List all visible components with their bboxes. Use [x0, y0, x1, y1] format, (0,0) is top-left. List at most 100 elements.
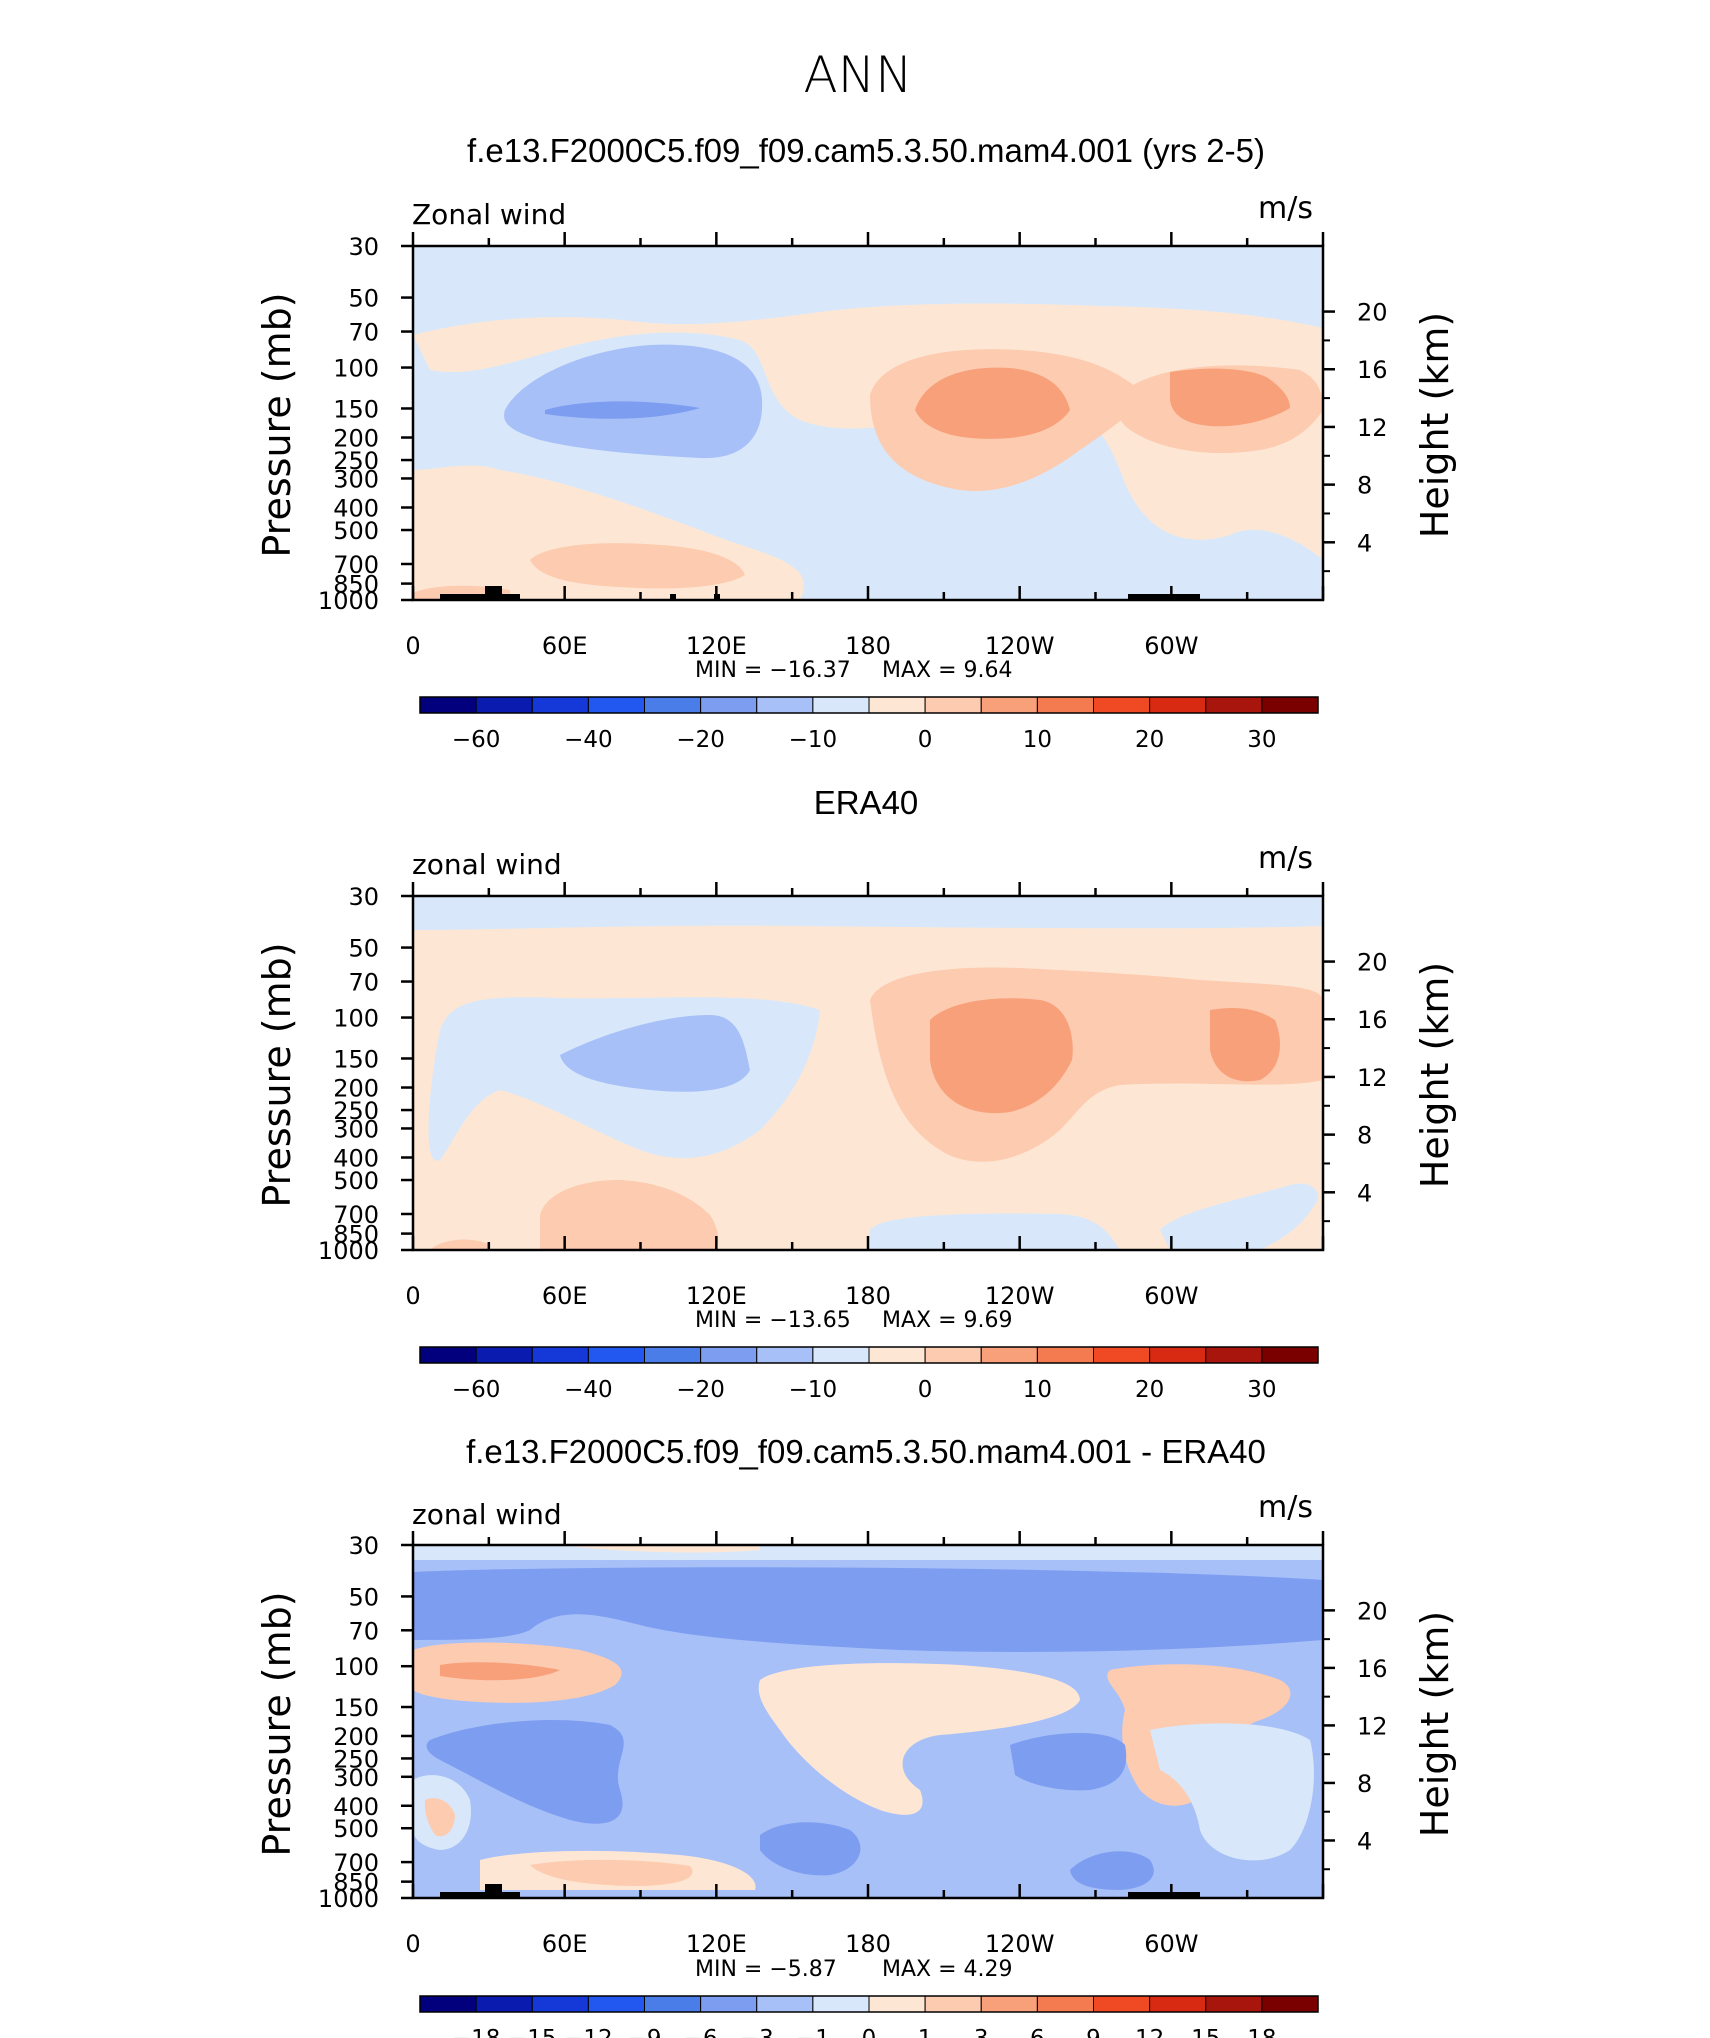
panel-3-contour-pos7	[530, 1859, 693, 1886]
panel-3-min-label: MIN = −5.87	[695, 1957, 837, 1982]
x-tick-label: 120E	[686, 1282, 747, 1310]
panel-2-contour-neg0	[413, 896, 1323, 930]
colorbar-swatch	[700, 696, 758, 714]
panel-2-units: m/s	[1258, 841, 1313, 876]
panel-1-ylabel-left: Pressure (mb)	[255, 292, 299, 557]
x-tick-label: 60E	[542, 1930, 588, 1958]
colorbar-swatch	[868, 1346, 926, 1364]
colorbar-swatch	[812, 1346, 870, 1364]
y-tick-label: 100	[333, 355, 379, 383]
panel-3-variable: zonal wind	[412, 1498, 562, 1531]
y-tick-label: 1000	[318, 1885, 379, 1913]
colorbar-swatch	[644, 1346, 702, 1364]
colorbar-swatch	[924, 1346, 982, 1364]
y-tick-label: 500	[333, 1167, 379, 1195]
panel-2-field	[413, 896, 1323, 1250]
y-tick-label: 300	[333, 1115, 379, 1143]
colorbar-swatch	[924, 696, 982, 714]
colorbar-label: 12	[1135, 2026, 1164, 2038]
panel-1-contour-pos6	[1170, 368, 1290, 427]
colorbar-swatch	[812, 696, 870, 714]
colorbar-label: 10	[1023, 1377, 1052, 1403]
y-tick-label: 150	[333, 1694, 379, 1722]
y-tick-label: 250	[333, 1745, 379, 1773]
panel-2-contour-neg4	[1160, 1183, 1319, 1250]
y-tick-label: 200	[333, 1075, 379, 1103]
y-tick-label: 250	[333, 447, 379, 475]
panel-1: f.e13.F2000C5.f09_f09.cam5.3.50.mam4.001…	[255, 132, 1457, 753]
x-tick-label: 180	[845, 1282, 891, 1310]
panel-2-ylabel-left: Pressure (mb)	[255, 942, 299, 1207]
y-tick-label: 100	[333, 1005, 379, 1033]
y-tick-label: 50	[348, 285, 379, 313]
colorbar-label: 3	[974, 2026, 989, 2038]
y-tick-label: 200	[333, 425, 379, 453]
y-tick-label: 400	[333, 1793, 379, 1821]
colorbar-swatch	[1093, 1995, 1151, 2013]
panel-2-x-axis: 0 60E 120E 180 120W 60W	[405, 882, 1325, 1310]
panel-1-colorbar: −60 −40 −20 −10 0 10 20 30	[419, 696, 1319, 753]
panel-3-colorbar: −18 −15 −12 −9 −6 −3 −1 0 1 3 6 9 12 15 18	[419, 1995, 1319, 2038]
panel-3-contour-pos2	[440, 1662, 560, 1681]
colorbar-swatch	[531, 1346, 589, 1364]
y-right-tick-label: 16	[1357, 356, 1388, 384]
x-tick-label: 0	[405, 1282, 420, 1310]
panel-3-contour-pos5	[424, 1798, 455, 1837]
y-tick-label: 70	[348, 1617, 379, 1645]
panel-1-variable: Zonal wind	[412, 198, 566, 231]
colorbar-swatch	[644, 696, 702, 714]
y-tick-label: 30	[348, 883, 379, 911]
panel-2-contour-pos5	[430, 1239, 490, 1250]
y-tick-label: 200	[333, 1723, 379, 1751]
colorbar-swatch	[812, 1995, 870, 2013]
y-right-tick-label: 4	[1357, 1179, 1372, 1207]
y-right-tick-label: 20	[1357, 949, 1388, 977]
colorbar-swatch	[475, 1995, 533, 2013]
x-tick-label: 0	[405, 1930, 420, 1958]
y-tick-label: 300	[333, 1764, 379, 1792]
x-tick-label: 60W	[1144, 632, 1198, 660]
colorbar-swatch	[587, 1995, 645, 2013]
panel-1-topography	[440, 586, 520, 600]
colorbar-swatch	[1036, 696, 1094, 714]
panel-3-max-label: MAX = 4.29	[882, 1957, 1013, 1982]
colorbar-label: −40	[564, 727, 613, 753]
y-right-tick-label: 8	[1357, 472, 1372, 500]
panel-2-contour-pos4	[540, 1180, 719, 1250]
panel-1-field	[413, 246, 1323, 600]
panel-1-ylabel-right: Height (km)	[1413, 312, 1457, 538]
colorbar-swatch	[1093, 696, 1151, 714]
y-right-tick-label: 20	[1357, 299, 1388, 327]
y-tick-label: 500	[333, 1815, 379, 1843]
panel-2-max-label: MAX = 9.69	[882, 1308, 1013, 1333]
panel-1-y-axis-right: 20 16 12 8 4	[1323, 299, 1388, 573]
colorbar-swatch	[980, 1346, 1038, 1364]
colorbar-swatch	[980, 696, 1038, 714]
colorbar-label: −20	[676, 727, 725, 753]
y-tick-label: 30	[348, 233, 379, 261]
colorbar-label: −6	[684, 2026, 718, 2038]
y-right-tick-label: 4	[1357, 1827, 1372, 1855]
y-tick-label: 150	[333, 1045, 379, 1073]
y-right-tick-label: 8	[1357, 1770, 1372, 1798]
colorbar-label: −15	[508, 2026, 557, 2038]
colorbar-label: −40	[564, 1377, 613, 1403]
x-tick-label: 120E	[686, 1930, 747, 1958]
panel-1-contour-pos5	[915, 367, 1070, 439]
y-tick-label: 400	[333, 494, 379, 522]
colorbar-swatch	[531, 1995, 589, 2013]
colorbar-label: −60	[452, 727, 501, 753]
y-tick-label: 50	[348, 935, 379, 963]
y-tick-label: 250	[333, 1097, 379, 1125]
colorbar-swatch	[1261, 1995, 1319, 2013]
y-tick-label: 700	[333, 1849, 379, 1877]
colorbar-swatch	[980, 1995, 1038, 2013]
x-tick-label: 120E	[686, 632, 747, 660]
colorbar-swatch	[1261, 696, 1319, 714]
colorbar-swatch	[756, 1346, 814, 1364]
panel-2-contour-pos2	[930, 998, 1073, 1114]
panel-2-colorbar: −60 −40 −20 −10 0 10 20 30	[419, 1346, 1319, 1403]
